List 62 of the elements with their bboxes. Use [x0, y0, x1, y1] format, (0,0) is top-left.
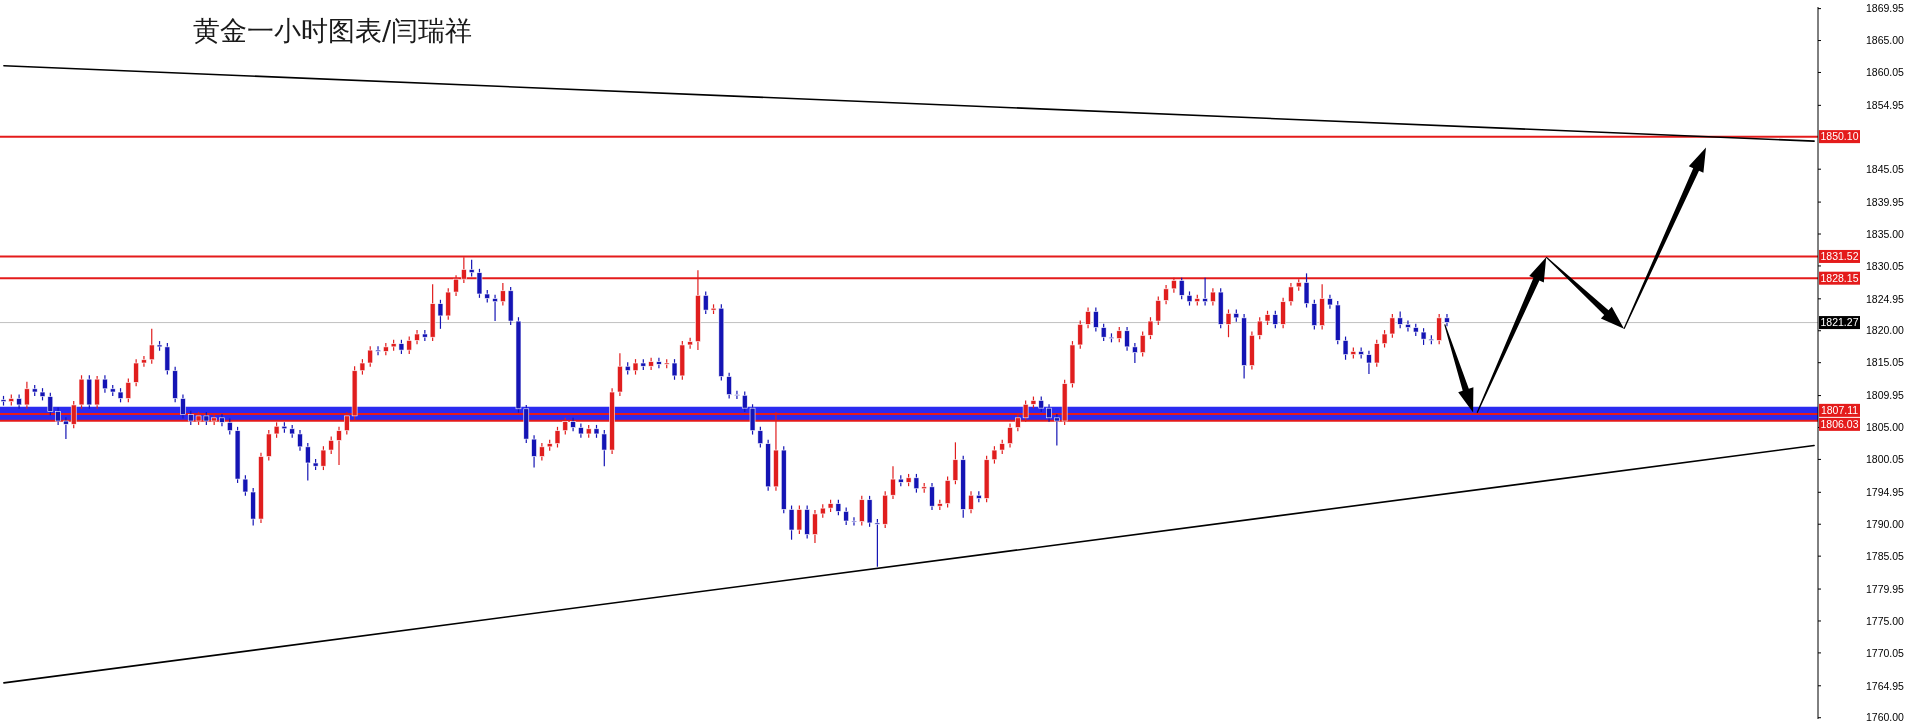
candlestick [734, 390, 740, 400]
candlestick [375, 345, 381, 356]
y-tick-label: 1830.05 [1866, 259, 1905, 272]
y-tick-label: 1760.00 [1866, 711, 1905, 724]
y-tick-label: 1800.05 [1866, 453, 1905, 466]
candlestick [968, 490, 974, 514]
y-tick-label: 1770.05 [1866, 646, 1905, 659]
ref-line-label: 1831.52 [1820, 250, 1859, 263]
candlestick [1093, 306, 1099, 332]
candlestick [1366, 350, 1372, 375]
candlestick [929, 482, 935, 511]
candlestick [492, 294, 498, 322]
y-tick-label: 1785.05 [1866, 549, 1905, 562]
y-tick-label: 1860.05 [1866, 66, 1905, 79]
y-tick-label: 1779.95 [1866, 582, 1905, 595]
candlestick [656, 357, 662, 369]
y-tick-label: 1845.05 [1866, 162, 1905, 175]
candlestick [180, 394, 186, 420]
ref-line-label: 1807.11 [1820, 404, 1859, 417]
candlestick [1124, 326, 1130, 352]
y-tick-label: 1790.00 [1866, 517, 1905, 530]
candlestick [141, 355, 147, 368]
chart-title: 黄金一小时图表/闫瑞祥 [193, 14, 473, 48]
y-tick-label: 1809.95 [1866, 389, 1905, 402]
y-tick-label: 1824.95 [1866, 292, 1905, 305]
candlestick [297, 429, 303, 452]
candlestick [851, 516, 857, 527]
candlestick [1288, 282, 1294, 307]
candlestick [812, 509, 818, 544]
candlestick [1054, 413, 1060, 447]
y-tick-label: 1839.95 [1866, 195, 1905, 208]
candlestick [1202, 277, 1208, 307]
candlestick [890, 465, 896, 500]
candlestick [500, 282, 506, 307]
y-tick-label: 1869.95 [1866, 2, 1905, 15]
y-tick-label: 1794.95 [1866, 486, 1905, 499]
ref-line-label: 1828.15 [1820, 271, 1859, 284]
candlestick [1405, 319, 1411, 332]
candlestick [1132, 342, 1138, 364]
candlestick [336, 426, 342, 466]
ref-line-label: 1806.03 [1820, 418, 1859, 431]
candlestick [1007, 423, 1013, 449]
y-tick-label: 1805.00 [1866, 421, 1905, 434]
candlestick [726, 372, 732, 400]
candlestick [687, 337, 693, 350]
candlestick [63, 416, 69, 440]
candlestick [133, 358, 139, 387]
candlestick [1085, 306, 1091, 329]
y-tick-label: 1854.95 [1866, 99, 1905, 112]
candlestick [531, 434, 537, 469]
y-tick-label: 1775.00 [1866, 614, 1905, 627]
y-tick-label: 1820.00 [1866, 324, 1905, 337]
y-tick-label: 1815.05 [1866, 356, 1905, 369]
y-tick-label: 1865.00 [1866, 34, 1905, 47]
candlestick [1163, 284, 1169, 305]
candlestick [24, 381, 30, 410]
ref-line-label: 1821.27 [1820, 316, 1859, 329]
candlestick [1280, 297, 1286, 329]
ref-line-label: 1850.10 [1820, 130, 1859, 143]
y-tick-label: 1764.95 [1866, 679, 1905, 692]
candlestick [1358, 346, 1364, 360]
y-tick-label: 1835.00 [1866, 227, 1905, 240]
